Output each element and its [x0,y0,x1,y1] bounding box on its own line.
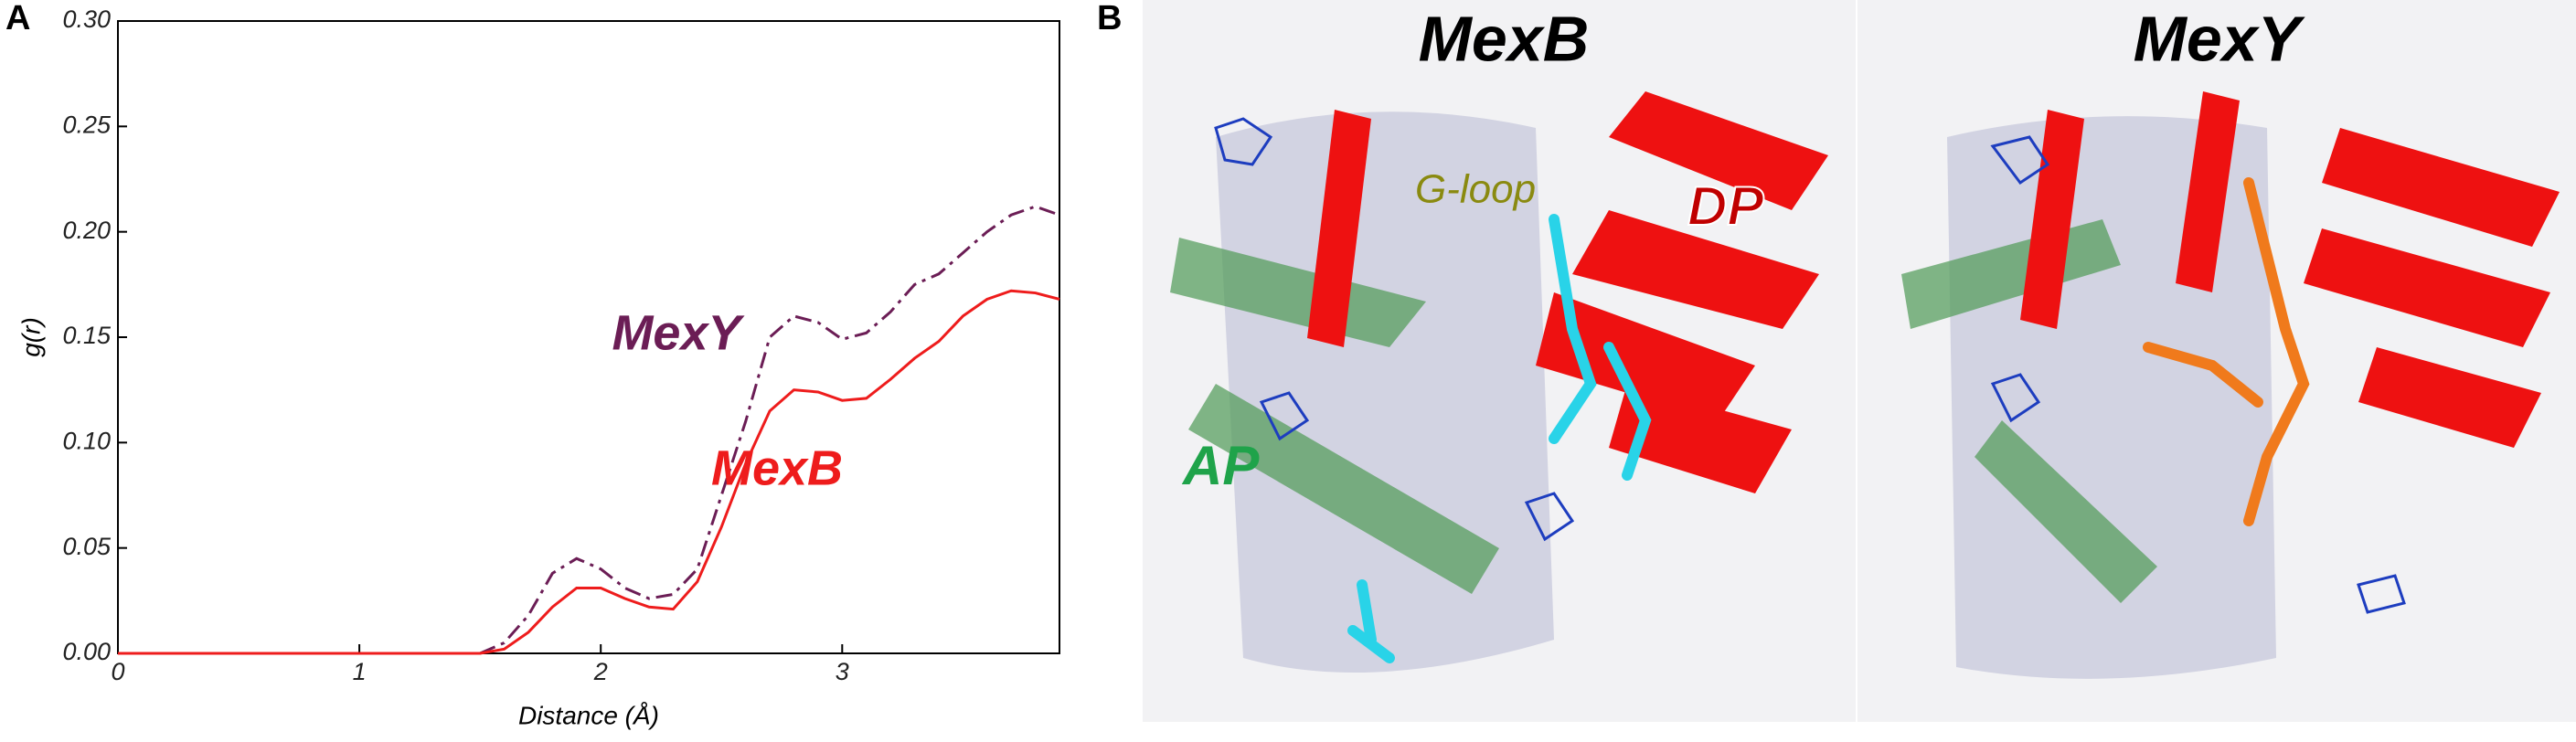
red-ribbon [1536,91,1828,493]
x-tick-label: 2 [593,658,608,685]
panel-label: B [1097,0,1122,37]
y-axis-label: g(r) [16,317,45,357]
ap-label: AP [1181,435,1260,496]
line-series [118,289,1060,655]
red-ribbon [1307,110,1371,347]
x-tick-label: 3 [836,658,849,685]
line-series [118,205,1060,655]
series-label: MexY [612,305,745,360]
y-tick-label: 0.10 [62,427,111,454]
y-tick-label: 0.15 [62,322,112,349]
red-ribbon [2020,91,2560,448]
y-tick-label: 0.20 [62,217,111,244]
green-ribbon [1170,238,1499,594]
y-tick-label: 0.05 [62,533,112,560]
panel-title: MexB [1419,3,1590,74]
y-tick-label: 0.00 [62,638,111,665]
panel-title: MexY [2134,3,2305,74]
x-tick-label: 0 [111,658,124,685]
x-axis-label: Distance (Å) [518,701,659,729]
orange-ligand [2143,177,2310,526]
series-label: MexB [711,440,843,495]
plot-frame [117,20,1060,654]
green-ribbon [1901,219,2157,603]
cyan-ligand [1347,214,1652,663]
x-tick-label: 1 [353,658,367,685]
blue-mesh [1214,117,2406,614]
structure-image [1143,0,2576,722]
y-tick-label: 0.30 [62,5,111,33]
g-loop-label: G-loop [1415,167,1536,212]
dp-label: DP [1687,175,1764,237]
panel-label: A [5,0,30,37]
y-tick-label: 0.25 [62,111,112,138]
density-surface [1947,116,2276,679]
